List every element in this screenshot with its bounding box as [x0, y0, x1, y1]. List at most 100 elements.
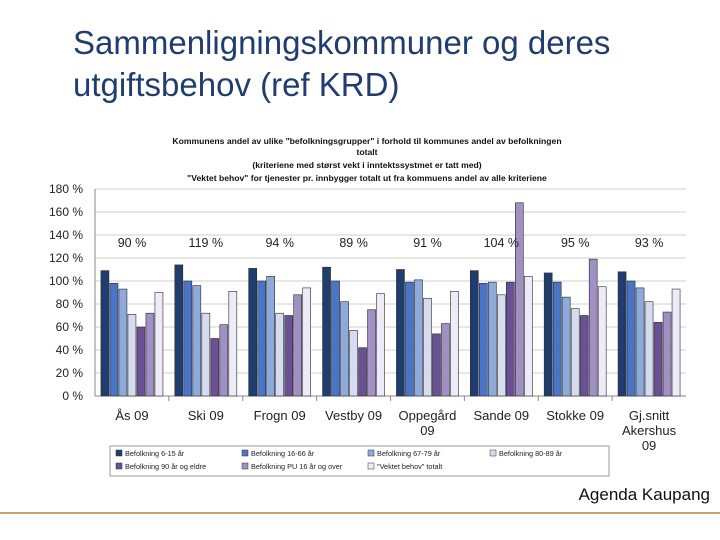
x-tick-label: Oppegård [399, 408, 457, 423]
chart-title-line-4: "Vektet behov" for tjenester pr. innbygg… [187, 173, 547, 183]
chart-title-line-2: totalt [356, 147, 377, 157]
legend-label: Befolkning 6-15 år [125, 449, 185, 458]
slide-title-line-1: Sammenligningskommuner og deres [73, 24, 611, 61]
bar [145, 312, 155, 397]
bar [635, 287, 645, 397]
bar [450, 291, 459, 397]
bar-chart: Kommunens andel av ulike "befolkningsgru… [49, 136, 686, 477]
legend-label: Befolkning 67-79 år [377, 449, 441, 458]
bar [479, 282, 488, 397]
x-tick-label: Vestby 09 [325, 408, 382, 423]
bar [127, 314, 137, 397]
data-label: 89 % [339, 236, 368, 250]
bar [284, 315, 293, 397]
bar [257, 280, 266, 397]
x-tick-label: Ski 09 [188, 408, 224, 423]
x-tick-label: 09 [642, 438, 656, 453]
bar [154, 292, 164, 397]
y-tick-label: 180 % [49, 182, 83, 196]
data-label: 90 % [118, 236, 147, 250]
data-label: 91 % [413, 236, 442, 250]
bar [358, 347, 367, 397]
bar [183, 280, 193, 397]
y-tick-label: 160 % [49, 205, 83, 219]
slide-title-line-2: utgiftsbehov (ref KRD) [73, 66, 400, 103]
bar [376, 293, 385, 397]
bar [118, 288, 128, 397]
axes: 0 % 20 % 40 % 60 % 80 % 100 % 120 % 140 % 160 % 1… [49, 182, 686, 453]
data-label: 104 % [484, 236, 519, 250]
bar [396, 269, 405, 397]
bar [136, 326, 146, 397]
y-tick-label: 0 % [62, 389, 83, 403]
bar [248, 268, 257, 397]
bar [552, 281, 562, 397]
bar [405, 281, 414, 397]
bar [497, 294, 506, 397]
legend-swatch [115, 462, 123, 470]
bar [626, 280, 636, 397]
bar [671, 288, 681, 397]
bar [423, 297, 432, 397]
bar [597, 286, 607, 397]
legend: Befolkning 6-15 år Befolkning 16-66 år Bef… [109, 445, 610, 477]
bar [210, 338, 220, 397]
bar [340, 301, 349, 397]
y-tick-label: 120 % [49, 251, 83, 265]
x-tick-label: Stokke 09 [546, 408, 604, 423]
bar [470, 270, 479, 397]
footer-brand: Agenda Kaupang [578, 485, 710, 504]
slide-title: Sammenligningskommuner og deres utgiftsb… [73, 22, 693, 106]
bar [349, 330, 358, 397]
legend-swatch [489, 449, 497, 457]
data-label: 94 % [265, 236, 294, 250]
legend-swatch [367, 449, 375, 457]
bar [322, 266, 331, 397]
bar [266, 276, 275, 397]
bar [588, 258, 598, 397]
bar [192, 285, 202, 397]
chart-title-line-3: (kriteriene med størst vekt i inntektssy… [252, 160, 481, 170]
bar [201, 312, 211, 397]
bar [617, 271, 627, 397]
bars [100, 202, 681, 397]
bar [441, 323, 450, 397]
bar [644, 301, 654, 397]
legend-swatch [115, 449, 123, 457]
legend-label: Befolkning 80-89 år [499, 449, 563, 458]
bar [100, 270, 110, 397]
x-tick-label: Ås 09 [115, 408, 148, 423]
footer-divider [0, 512, 720, 514]
x-tick-label: Frogn 09 [254, 408, 306, 423]
legend-swatch [241, 449, 249, 457]
x-tick-label: Akershus [622, 423, 677, 438]
y-tick-label: 80 % [56, 297, 84, 311]
bar [302, 287, 311, 397]
bar [515, 202, 524, 397]
y-tick-label: 20 % [56, 366, 84, 380]
bar [174, 264, 184, 397]
bar [414, 279, 423, 397]
bar [275, 312, 284, 397]
chart-title-line-1: Kommunens andel av ulike "befolkningsgru… [172, 136, 561, 146]
data-label: 95 % [561, 236, 590, 250]
y-tick-label: 60 % [56, 320, 84, 334]
bar [432, 333, 441, 397]
bar [219, 324, 229, 397]
x-tick-label: Gj.snitt [629, 408, 670, 423]
bar [662, 311, 672, 397]
bar [331, 280, 340, 397]
legend-label: "Vektet behov" totalt [377, 462, 442, 471]
bar [488, 281, 497, 397]
data-label: 119 % [189, 236, 224, 250]
bar [561, 296, 571, 397]
bar [293, 294, 302, 397]
data-labels: 90 % 119 % 94 % 89 % 91 % 104 % 95 % 93 % [118, 236, 664, 250]
x-tick-label: 09 [420, 423, 434, 438]
x-tick-label: Sande 09 [473, 408, 529, 423]
bar [653, 322, 663, 397]
bar [228, 291, 238, 397]
bar [570, 308, 580, 397]
bar [579, 315, 589, 397]
y-tick-label: 140 % [49, 228, 83, 242]
